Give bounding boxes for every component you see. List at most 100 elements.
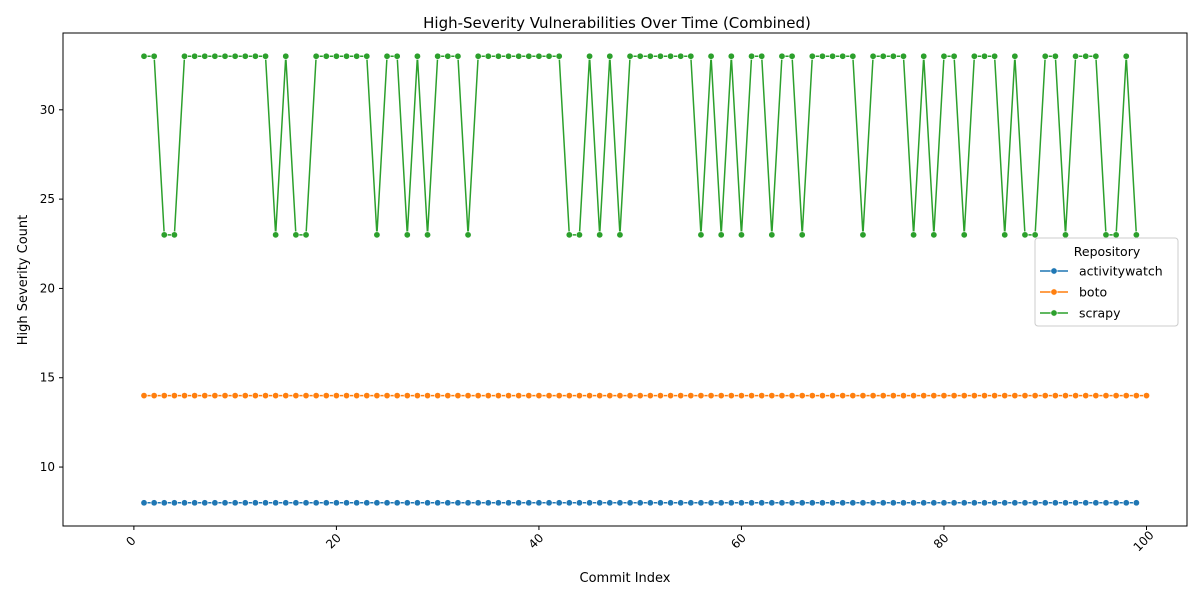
data-point (808, 499, 816, 507)
data-point (930, 392, 938, 400)
data-point (788, 499, 796, 507)
data-point (150, 392, 158, 400)
data-point (829, 52, 837, 60)
data-point (251, 499, 259, 507)
data-point (363, 52, 371, 60)
data-point (980, 499, 988, 507)
data-point (575, 499, 583, 507)
data-point (768, 231, 776, 239)
legend-title: Repository (1074, 244, 1141, 259)
data-point (575, 392, 583, 400)
data-point (545, 52, 553, 60)
y-axis-ticks: 10 15 20 25 30 (40, 103, 63, 474)
data-point (454, 499, 462, 507)
data-point (859, 231, 867, 239)
data-point (920, 52, 928, 60)
data-point (656, 499, 664, 507)
data-point (606, 499, 614, 507)
data-point (960, 392, 968, 400)
data-point (383, 52, 391, 60)
data-point (1112, 231, 1120, 239)
data-point (1061, 392, 1069, 400)
data-point (606, 392, 614, 400)
data-point (920, 499, 928, 507)
data-point (140, 499, 148, 507)
legend-swatch-marker (1050, 288, 1058, 296)
data-point (272, 392, 280, 400)
y-tick-label: 30 (40, 103, 55, 117)
data-point (241, 52, 249, 60)
data-point (930, 499, 938, 507)
series-line-scrapy (144, 55, 1138, 236)
data-point (302, 392, 310, 400)
data-point (211, 499, 219, 507)
data-point (353, 52, 361, 60)
data-point (140, 392, 148, 400)
data-point (181, 52, 189, 60)
data-point (798, 231, 806, 239)
data-point (646, 392, 654, 400)
data-point (960, 499, 968, 507)
data-point (586, 392, 594, 400)
data-point (241, 499, 249, 507)
x-tick-label: 0 (123, 534, 138, 549)
data-point (656, 52, 664, 60)
data-point (474, 392, 482, 400)
data-point (484, 499, 492, 507)
data-point (616, 392, 624, 400)
data-point (191, 392, 199, 400)
data-point (707, 392, 715, 400)
data-point (1122, 392, 1130, 400)
data-point (1072, 52, 1080, 60)
y-tick-label: 20 (40, 281, 55, 295)
data-point (930, 231, 938, 239)
data-point (1031, 392, 1039, 400)
series-scrapy (140, 52, 1140, 239)
data-point (353, 392, 361, 400)
data-point (960, 231, 968, 239)
data-point (555, 392, 563, 400)
data-point (1011, 392, 1019, 400)
data-point (859, 499, 867, 507)
data-point (555, 52, 563, 60)
data-point (1072, 499, 1080, 507)
series-boto (140, 392, 1151, 400)
data-point (748, 392, 756, 400)
data-point (899, 499, 907, 507)
data-point (849, 392, 857, 400)
data-point (211, 392, 219, 400)
data-point (778, 52, 786, 60)
series-layer (140, 52, 1151, 507)
data-point (677, 499, 685, 507)
data-point (818, 392, 826, 400)
legend-item-boto: boto (1040, 285, 1107, 300)
data-point (1092, 499, 1100, 507)
data-point (879, 392, 887, 400)
data-point (565, 499, 573, 507)
data-point (808, 52, 816, 60)
data-point (262, 499, 270, 507)
data-point (201, 52, 209, 60)
data-point (221, 52, 229, 60)
data-point (727, 392, 735, 400)
data-point (879, 52, 887, 60)
data-point (1122, 52, 1130, 60)
data-point (677, 52, 685, 60)
data-point (626, 499, 634, 507)
data-point (1051, 392, 1059, 400)
data-point (170, 392, 178, 400)
data-point (1143, 392, 1151, 400)
data-point (251, 52, 259, 60)
data-point (332, 392, 340, 400)
data-point (889, 52, 897, 60)
data-point (1031, 499, 1039, 507)
data-point (545, 392, 553, 400)
data-point (667, 52, 675, 60)
data-point (818, 499, 826, 507)
data-point (515, 499, 523, 507)
data-point (1082, 392, 1090, 400)
data-point (1082, 52, 1090, 60)
data-point (1031, 231, 1039, 239)
data-point (1051, 499, 1059, 507)
